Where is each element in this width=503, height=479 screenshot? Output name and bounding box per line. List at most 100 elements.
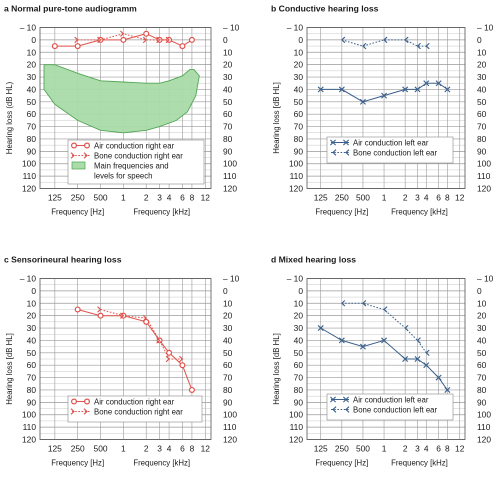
y-tick-label-right: – 10	[223, 274, 240, 284]
data-point-marker	[165, 355, 170, 363]
y-tick-label-left: 60	[294, 109, 304, 119]
chart-title: d Mixed hearing loss	[271, 255, 356, 265]
y-axis-label: Hearing loss [dB HL]	[272, 333, 281, 405]
legend-label: levels for speech	[94, 172, 153, 181]
legend-label: Main frequencies and	[94, 162, 169, 171]
y-tick-label-left: 30	[27, 323, 37, 333]
series-bone	[341, 36, 430, 50]
y-tick-label-left: 90	[294, 146, 304, 156]
y-tick-label-left: – 10	[20, 23, 37, 33]
data-point-marker	[414, 86, 421, 93]
y-axis-label: Hearing loss [dB HL]	[272, 82, 281, 154]
x-tick-label: 8	[190, 193, 195, 203]
legend-marker-end	[83, 408, 88, 415]
x-tick-label: 8	[445, 193, 450, 203]
y-tick-label-left: 90	[27, 146, 37, 156]
series-air	[317, 325, 451, 393]
y-tick-label-left: 20	[294, 311, 304, 321]
y-tick-label-right: 80	[223, 134, 233, 144]
x-tick-label: 4	[424, 193, 429, 203]
y-tick-label-right: 20	[477, 60, 487, 70]
data-point-marker	[97, 312, 104, 319]
chart-panel-d: d Mixed hearing loss – 10 – 10 0 0 10 10 20 20 30…	[271, 255, 494, 468]
y-tick-label-right: 60	[477, 109, 487, 119]
x-axis-label-hz: Frequency [Hz]	[315, 459, 368, 468]
data-point-marker	[414, 356, 421, 362]
series-air	[317, 80, 451, 105]
y-tick-label-right: 90	[223, 146, 233, 156]
y-tick-label-left: 60	[27, 360, 37, 370]
y-tick-label-left: 0	[31, 286, 36, 296]
x-tick-label: 6	[436, 444, 441, 454]
x-tick-label: 125	[314, 444, 328, 454]
x-tick-label: 250	[335, 193, 349, 203]
data-point-marker	[120, 36, 127, 43]
data-point-marker	[416, 42, 421, 50]
y-tick-label-left: 20	[27, 311, 37, 321]
y-tick-label-left: 50	[27, 348, 37, 358]
series-line	[77, 33, 170, 41]
x-axis-label-khz: Frequency [kHz]	[133, 208, 190, 217]
series-line	[341, 39, 427, 47]
y-tick-label-left: 100	[289, 159, 303, 169]
x-axis-label-hz: Frequency [Hz]	[51, 208, 104, 217]
plot-frame	[306, 27, 466, 189]
y-tick-label-left: – 10	[287, 23, 304, 33]
data-point-marker	[402, 86, 409, 93]
chart-title: b Conductive hearing loss	[271, 4, 379, 14]
data-point-marker	[381, 337, 388, 344]
y-tick-label-left: 100	[22, 410, 36, 420]
y-tick-label-right: 40	[223, 84, 233, 94]
data-point-marker	[74, 43, 81, 50]
legend-marker-end	[343, 139, 349, 146]
series-bone	[74, 30, 170, 44]
data-point-marker	[143, 30, 150, 37]
y-tick-label-left: 0	[31, 35, 36, 45]
x-tick-label: 125	[48, 193, 62, 203]
x-tick-label: 8	[445, 444, 450, 454]
legend-marker-start	[70, 142, 77, 149]
y-tick-label-right: 40	[477, 84, 487, 94]
x-tick-label: 1	[382, 444, 387, 454]
x-tick-label: 3	[415, 193, 420, 203]
data-point-marker	[97, 36, 102, 44]
y-tick-label-left: 110	[290, 422, 304, 432]
y-tick-label-right: 60	[477, 360, 487, 370]
x-tick-label: 3	[157, 444, 162, 454]
legend-marker-end	[343, 396, 349, 403]
y-axis-label: Hearing loss [dB HL]	[5, 333, 14, 405]
legend-box	[67, 139, 205, 185]
y-tick-label-right: 120	[223, 435, 237, 445]
legend-marker-start	[70, 408, 75, 415]
y-tick-label-left: 10	[294, 298, 304, 308]
y-tick-label-left: 20	[27, 60, 37, 70]
y-tick-label-left: 70	[27, 122, 37, 132]
y-tick-label-left: 90	[27, 397, 37, 407]
x-tick-label: 12	[455, 193, 465, 203]
data-point-marker	[165, 36, 170, 44]
legend-marker-start	[330, 396, 336, 403]
data-point-marker	[435, 374, 442, 381]
y-tick-label-left: 10	[27, 47, 37, 57]
y-tick-label-right: 80	[477, 385, 487, 395]
data-point-marker	[188, 386, 195, 393]
y-tick-label-right: 60	[223, 360, 233, 370]
x-tick-label: 4	[424, 444, 429, 454]
y-tick-label-left: 50	[294, 348, 304, 358]
legend-label: Bone conduction right ear	[94, 152, 183, 161]
data-point-marker	[425, 42, 430, 50]
y-tick-label-left: 40	[294, 335, 304, 345]
y-axis-label: Hearing loss (dB HL)	[5, 81, 14, 154]
data-point-marker	[120, 30, 125, 37]
y-tick-label-left: – 10	[287, 274, 304, 284]
data-point-marker	[51, 43, 58, 50]
y-tick-label-left: 50	[27, 97, 37, 107]
series-bone	[341, 300, 430, 357]
data-point-marker	[188, 36, 195, 43]
data-point-marker	[317, 86, 324, 93]
chart-panel-a: a Normal pure-tone audiogramm – 10 – 10 0 0 1…	[4, 4, 240, 217]
x-tick-label: 1	[382, 193, 387, 203]
